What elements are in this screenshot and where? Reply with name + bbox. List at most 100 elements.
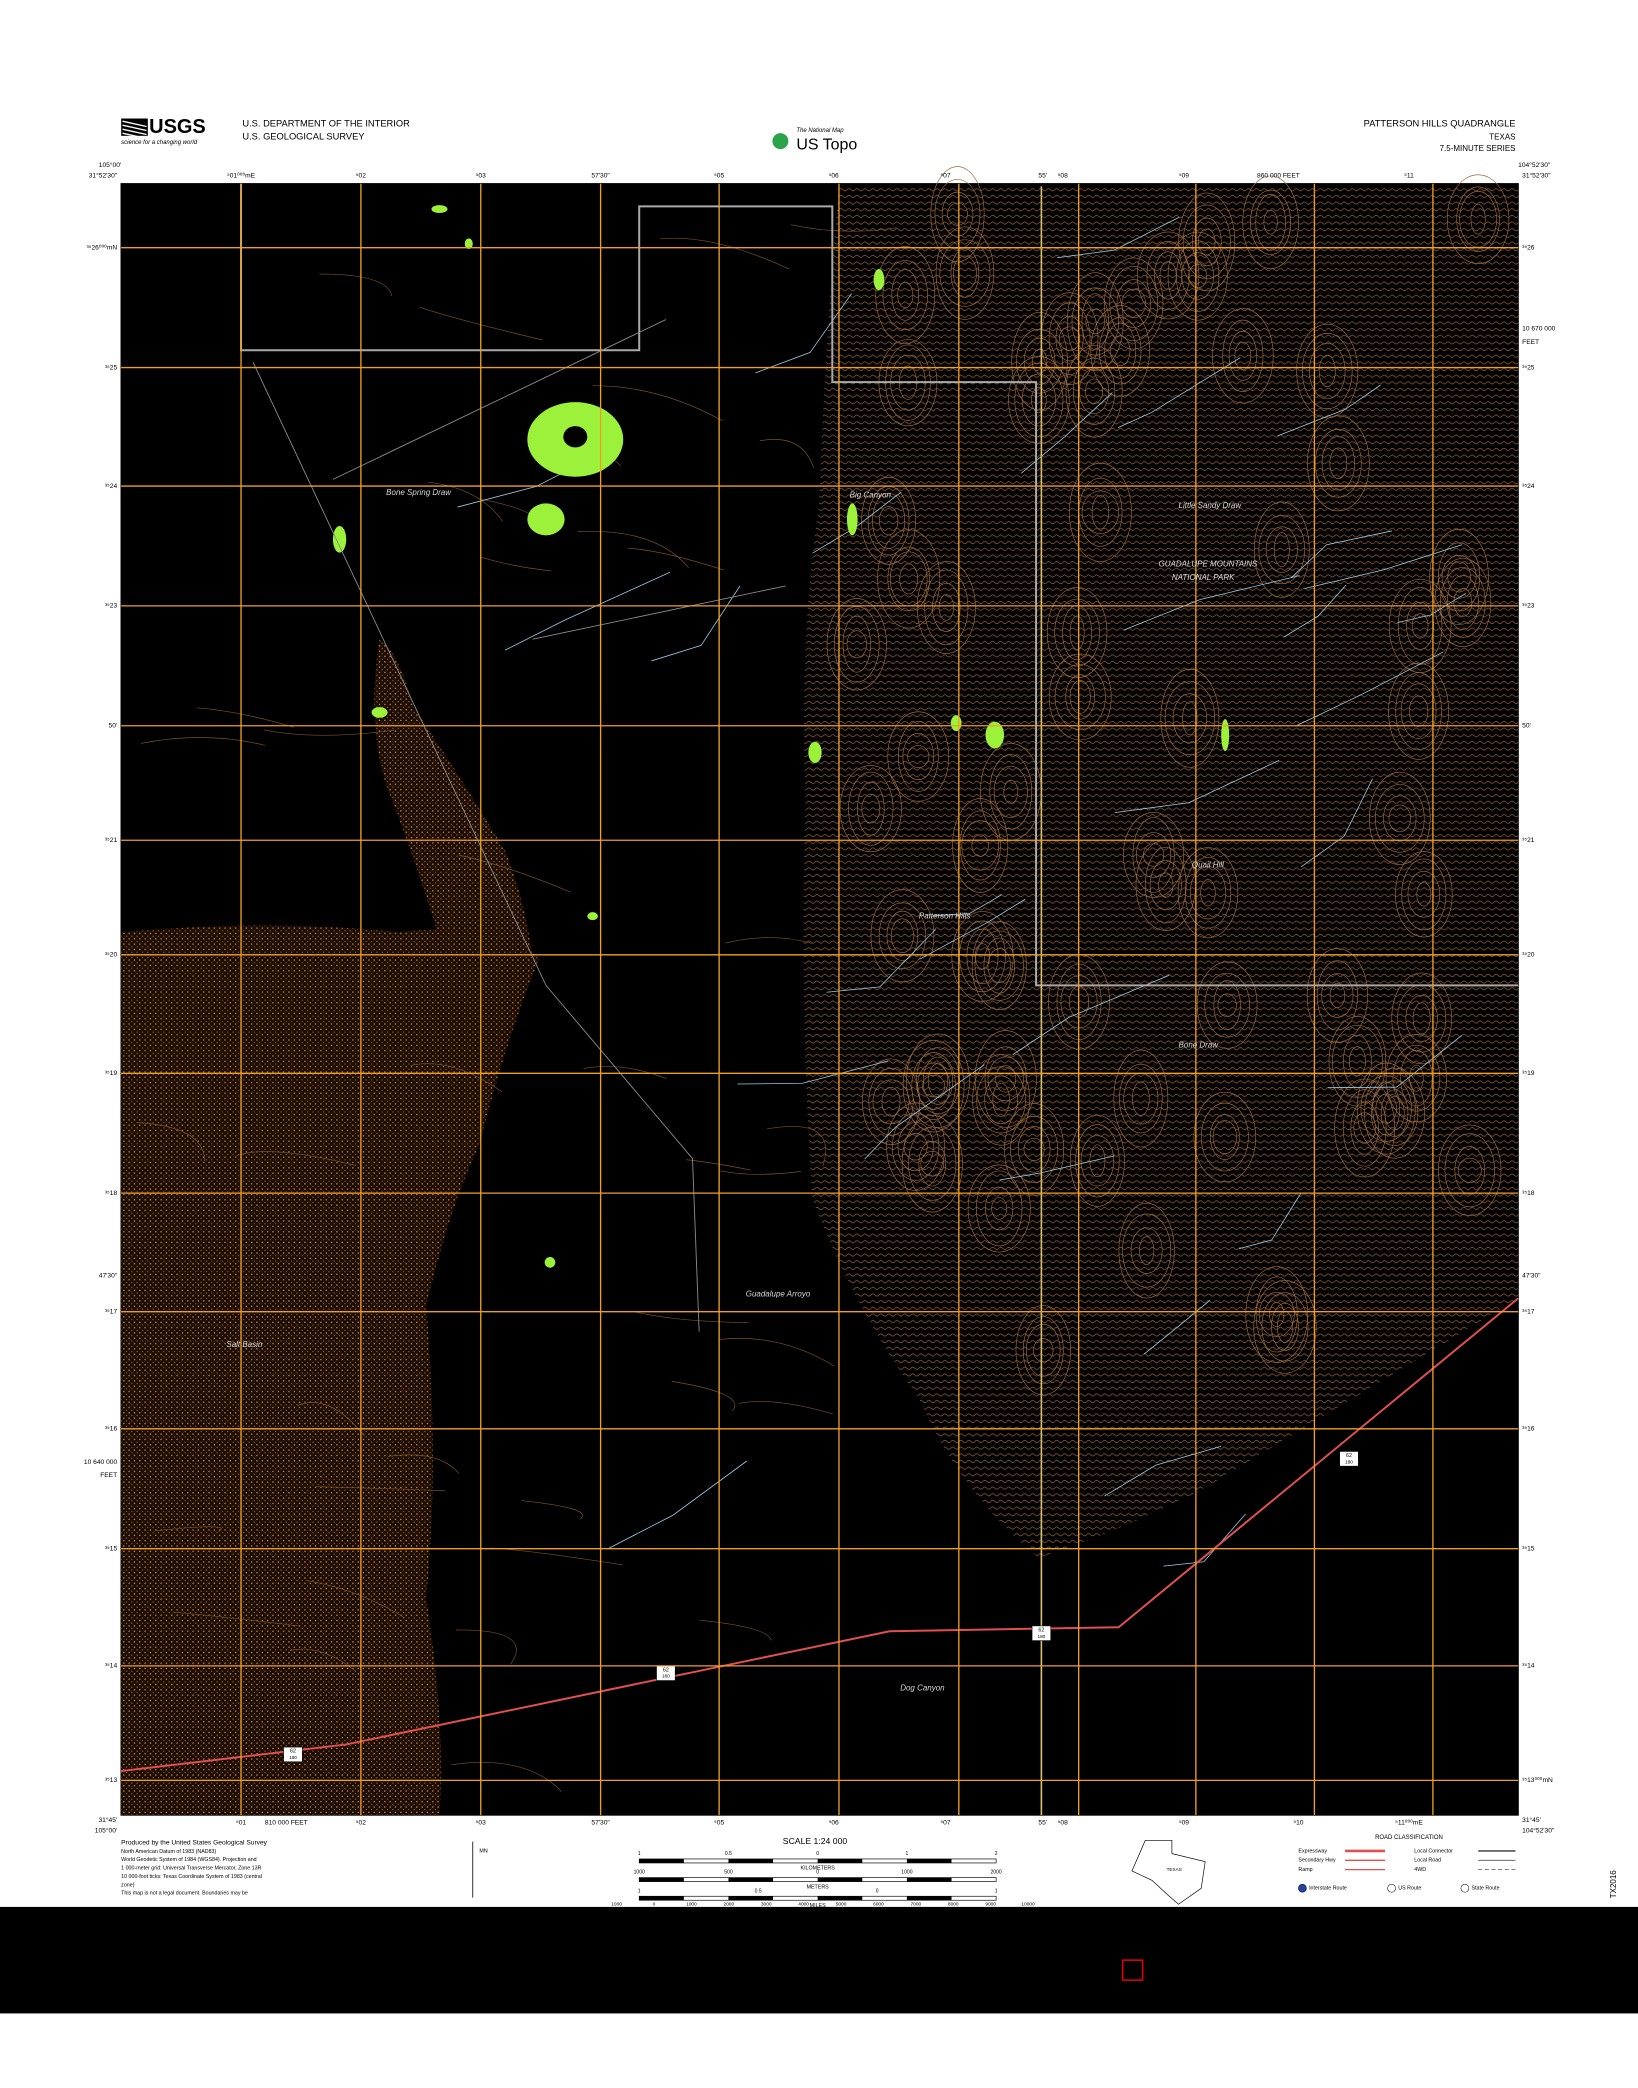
contour xyxy=(1258,515,1305,585)
scale-tick: 1 xyxy=(638,1851,641,1857)
contour xyxy=(951,911,1014,1002)
contour xyxy=(1008,356,1070,444)
vegetation xyxy=(846,503,858,536)
contour xyxy=(1200,1102,1249,1172)
scale-tick: 1 xyxy=(905,1851,908,1857)
contour xyxy=(902,732,935,781)
grid-label: ⁵06 xyxy=(829,1820,839,1827)
contour xyxy=(1130,1227,1163,1274)
scale-unit: METERS xyxy=(807,1884,830,1890)
grid-label: ⁵01 xyxy=(236,1820,246,1827)
drainage xyxy=(1290,530,1392,579)
contour xyxy=(1098,317,1142,385)
contour xyxy=(878,902,927,970)
drainage xyxy=(1104,1445,1222,1497)
shield xyxy=(1339,1451,1359,1467)
contour xyxy=(891,269,920,321)
contour xyxy=(1457,1157,1482,1183)
contour xyxy=(1188,264,1208,289)
contour xyxy=(1198,228,1216,256)
scale-tick: 1000 xyxy=(611,1902,622,1908)
corner-coord: 31°52'30" xyxy=(1522,172,1551,180)
contour xyxy=(939,239,991,307)
contour xyxy=(1065,345,1123,438)
contour xyxy=(1031,349,1048,374)
contour xyxy=(861,476,916,565)
contour xyxy=(1331,1024,1383,1098)
route-symbol xyxy=(1298,1883,1307,1893)
scale-tick: 0 xyxy=(816,1851,819,1857)
contour xyxy=(1269,1302,1285,1327)
contour xyxy=(1065,674,1096,720)
vegetation xyxy=(371,707,388,718)
contour xyxy=(1054,598,1100,667)
shield-num: 62 xyxy=(663,1667,669,1673)
grid-label: 50' xyxy=(109,722,118,729)
drainage xyxy=(1143,1300,1211,1355)
place-name: GUADALUPE MOUNTAINS xyxy=(1159,560,1258,569)
contour xyxy=(848,771,894,846)
route-type: US Route xyxy=(1398,1886,1421,1892)
contour xyxy=(886,1102,945,1191)
drainage xyxy=(1283,584,1347,638)
drainage xyxy=(504,571,671,651)
grid-label: ³⁵19 xyxy=(105,1070,118,1077)
grid-label: 55' xyxy=(1038,1820,1047,1827)
grid-label: FEET xyxy=(1522,339,1539,346)
contour xyxy=(1182,701,1198,736)
grid-label: 10 640 000 xyxy=(84,1459,118,1466)
contour xyxy=(1444,1133,1495,1208)
scale-seg xyxy=(906,1877,952,1882)
contour xyxy=(846,630,867,659)
contour-low xyxy=(136,1122,206,1162)
shield-num: 62 xyxy=(1346,1453,1352,1459)
contour xyxy=(882,260,928,330)
state-label: TEXAS xyxy=(1167,1867,1182,1872)
place-name: Big Canyon xyxy=(850,490,892,499)
contour-low xyxy=(314,1486,446,1492)
drainage xyxy=(737,1060,889,1085)
grid-label: ³⁵13⁰⁰⁰mN xyxy=(1522,1776,1553,1784)
contour xyxy=(934,179,981,250)
contour xyxy=(1145,847,1187,924)
contour xyxy=(1031,387,1047,413)
contour xyxy=(1025,1323,1061,1377)
grid-label: ³⁵18 xyxy=(1522,1190,1535,1197)
contour xyxy=(1388,662,1449,760)
logo-wave xyxy=(122,128,147,136)
contour xyxy=(983,937,1015,994)
contour xyxy=(1080,1135,1115,1187)
grid-label: ³⁵20 xyxy=(105,952,118,959)
drainage xyxy=(755,293,852,374)
texas-outline xyxy=(1131,1839,1206,1905)
road-type: Ramp xyxy=(1298,1867,1312,1873)
grid-label: 50' xyxy=(1522,722,1531,729)
contour-low xyxy=(627,547,725,571)
contour xyxy=(920,1150,945,1177)
boundary xyxy=(240,183,1519,987)
grid-label: ³⁵24 xyxy=(1522,483,1535,490)
contour-low xyxy=(790,224,897,232)
scale-tick: 1000 xyxy=(686,1902,697,1908)
grid-label: ³⁵26 xyxy=(1522,244,1535,251)
grid-label: ³⁵14 xyxy=(105,1663,118,1670)
bottom-band xyxy=(0,1906,1638,2014)
contour xyxy=(1245,1266,1308,1363)
contour xyxy=(959,920,1006,993)
grid-label: ³⁵15 xyxy=(1522,1545,1535,1552)
corner-coord: 105°00' xyxy=(95,1827,117,1835)
contour-low xyxy=(719,1338,835,1367)
grid-label: ³⁵14 xyxy=(1522,1663,1535,1670)
contour-low xyxy=(577,531,689,569)
contour xyxy=(1167,231,1228,321)
drainage xyxy=(1296,651,1444,726)
contour-low xyxy=(263,729,395,736)
contour xyxy=(1447,561,1471,593)
contour-low xyxy=(699,1619,772,1641)
contour-low xyxy=(140,737,266,746)
place-name: Bone Draw xyxy=(1179,1040,1220,1049)
grid-label: ⁵05 xyxy=(714,1820,724,1827)
